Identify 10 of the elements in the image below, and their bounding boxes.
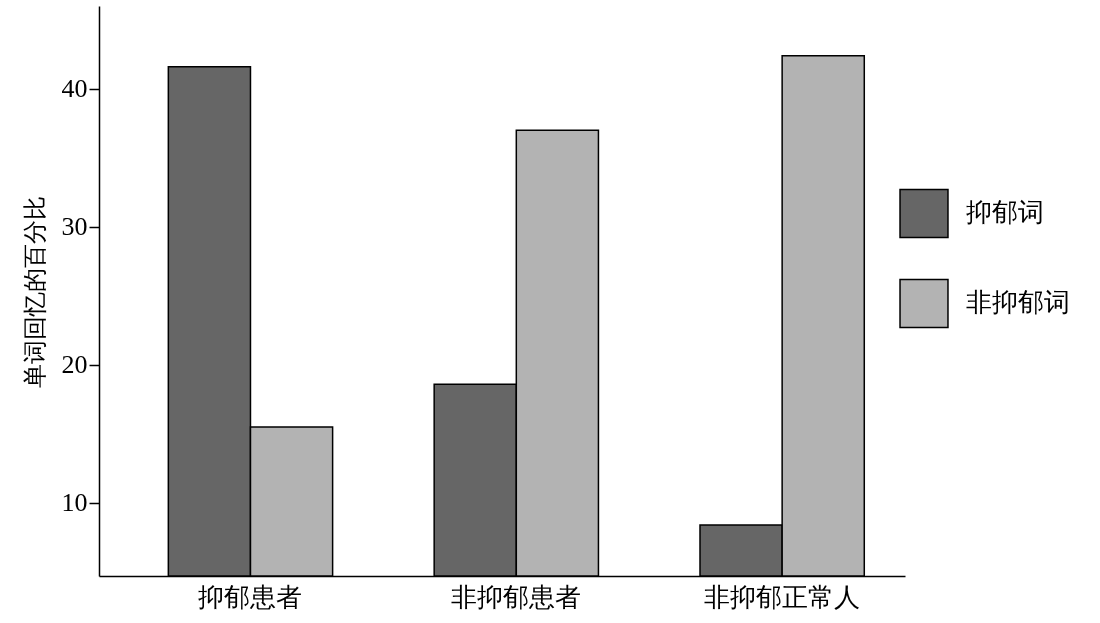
x-tick-label: 非抑郁正常人 bbox=[704, 582, 861, 612]
y-tick-label: 40 bbox=[61, 74, 88, 104]
legend-label: 非抑郁词 bbox=[966, 288, 1070, 318]
legend-label: 抑郁词 bbox=[966, 198, 1044, 228]
y-tick-label: 10 bbox=[61, 488, 88, 518]
y-axis-title: 单词回忆的百分比 bbox=[21, 195, 48, 388]
y-tick-label: 30 bbox=[61, 212, 88, 242]
x-tick-label: 非抑郁患者 bbox=[451, 582, 582, 612]
x-tick-label: 抑郁患者 bbox=[198, 582, 303, 612]
y-tick-label: 20 bbox=[61, 350, 88, 380]
